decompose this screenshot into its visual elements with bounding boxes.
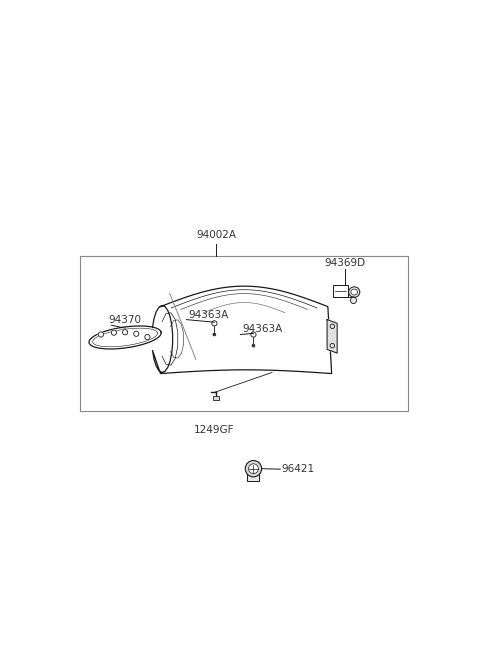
Ellipse shape [351,289,358,295]
Text: 96421: 96421 [281,464,314,474]
Text: 94002A: 94002A [196,230,236,240]
Bar [213,396,219,400]
Text: 94369D: 94369D [324,258,365,269]
Circle shape [122,329,128,335]
Text: 94370: 94370 [108,315,142,325]
Ellipse shape [348,287,360,297]
Circle shape [213,333,216,335]
Polygon shape [327,320,337,353]
Text: 94363A: 94363A [242,324,283,335]
Circle shape [133,331,139,337]
Polygon shape [89,326,161,349]
Circle shape [98,332,104,337]
Circle shape [252,345,254,346]
Circle shape [111,330,117,335]
Bar [248,472,259,481]
Text: 1249GF: 1249GF [194,424,235,434]
Bar [81,256,408,411]
Polygon shape [153,286,332,373]
Bar [334,285,348,297]
Ellipse shape [249,464,258,474]
Ellipse shape [350,297,357,304]
Circle shape [145,335,150,340]
Ellipse shape [245,460,262,477]
Text: 94363A: 94363A [188,310,228,320]
